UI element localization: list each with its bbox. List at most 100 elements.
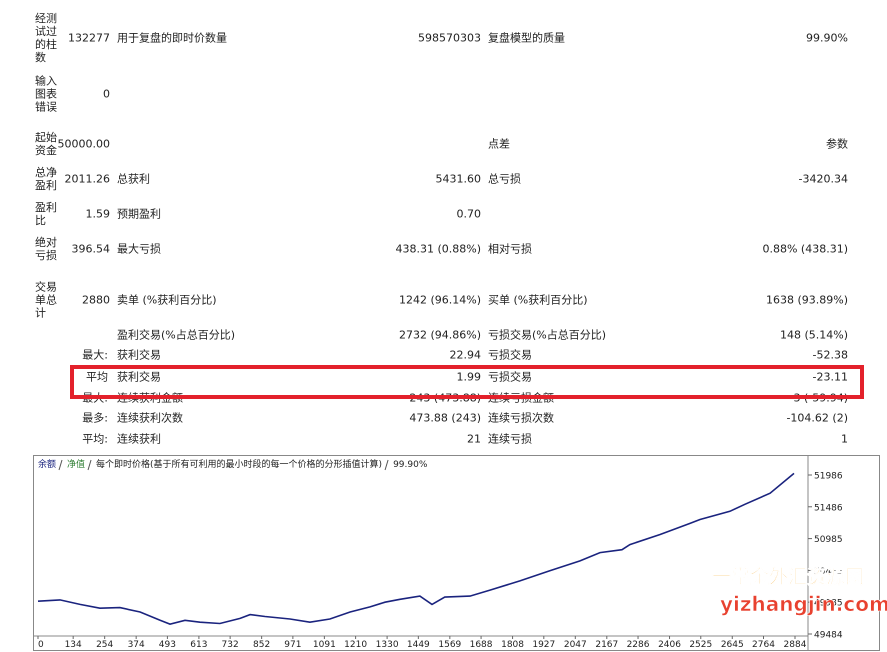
row-value: 132277 [68, 31, 110, 45]
row-label: 输入图表错误 [35, 74, 57, 114]
header-item: 99.90% [393, 460, 428, 470]
x-tick-label: 2884 [784, 640, 807, 650]
row-label: 经测试过的柱数 [35, 12, 57, 64]
field-label: 相对亏损 [488, 242, 532, 256]
balance-line [37, 472, 795, 625]
field-label: 盈利交易(%占总百分比) [117, 328, 236, 342]
row-value: 2880 [82, 293, 110, 307]
y-tick-label: 49985 [814, 599, 843, 609]
field-value: 21 [467, 432, 481, 446]
x-tick-label: 374 [128, 640, 145, 650]
field-value: 99.90% [806, 31, 848, 45]
row-label: 绝对亏损 [35, 236, 57, 262]
y-tick-label: 50485 [814, 567, 843, 577]
y-tick-label: 51986 [814, 472, 843, 482]
field-value: 2732 (94.86%) [398, 328, 481, 342]
x-tick-label: 852 [253, 640, 270, 650]
field-label: 获利交易 [117, 348, 161, 362]
field-label: 卖单 (%获利百分比) [117, 293, 217, 307]
field-value: -52.38 [812, 348, 848, 362]
x-tick-label: 2286 [627, 640, 650, 650]
field-value: 5431.60 [435, 172, 482, 186]
row-value: 0 [103, 87, 110, 101]
field-label: 亏损交易(%占总百分比) [488, 328, 607, 342]
field-label: 连续亏损次数 [488, 411, 554, 425]
y-tick-label: 50985 [814, 535, 843, 545]
field-label: 连续获利次数 [117, 411, 183, 425]
x-tick-label: 1688 [470, 640, 493, 650]
y-tick-label: 49484 [814, 631, 843, 641]
field-label: 亏损交易 [488, 370, 532, 384]
row-label: 总净盈利 [35, 166, 57, 192]
field-value: -3420.34 [798, 172, 848, 186]
header-item: 净值 [67, 458, 85, 470]
row-label: 交易单总计 [35, 280, 57, 320]
x-tick-label: 1927 [532, 640, 555, 650]
field-value: 0.88% (438.31) [762, 242, 848, 256]
field-value: 1242 (96.14%) [398, 293, 481, 307]
x-tick-label: 1330 [376, 640, 399, 650]
row-label: 盈利比 [35, 201, 57, 227]
field-value: 1.99 [456, 370, 482, 384]
row-label: 起始资金 [35, 131, 57, 157]
legend-entry: 余额 [38, 458, 56, 470]
highlight-box [70, 365, 864, 399]
x-tick-label: 971 [284, 640, 301, 650]
field-value: 1 [841, 432, 848, 446]
field-value: 0.70 [456, 207, 482, 221]
x-tick-label: 1569 [438, 640, 461, 650]
x-tick-label: 2764 [752, 640, 775, 650]
x-tick-label: 493 [159, 640, 176, 650]
x-tick-label: 2167 [595, 640, 618, 650]
x-tick-label: 1210 [344, 640, 367, 650]
field-label: 总获利 [117, 172, 150, 186]
field-label: 复盘模型的质量 [488, 31, 565, 45]
header-item: 每个即时价格(基于所有可利用的最小时段的每一个价格的分形插值计算) [96, 458, 382, 470]
x-tick-label: 2645 [721, 640, 744, 650]
field-value: 1638 (93.89%) [765, 293, 848, 307]
row-value: 2011.26 [64, 172, 111, 186]
field-label: 获利交易 [117, 370, 161, 384]
x-tick-label: 0 [38, 640, 44, 650]
row-label: 最大: [82, 348, 108, 362]
row-label: 平均 [86, 370, 108, 384]
x-tick-label: 2406 [658, 640, 681, 650]
chart-frame [33, 455, 880, 651]
row-label: 最多: [82, 411, 108, 425]
separator [87, 459, 92, 471]
field-label: 买单 (%获利百分比) [488, 293, 588, 307]
x-tick-label: 1449 [407, 640, 430, 650]
x-tick-label: 2525 [689, 640, 712, 650]
field-value: -104.62 (2) [786, 411, 848, 425]
field-label: 连续亏损 [488, 432, 532, 446]
x-tick-label: 254 [96, 640, 113, 650]
row-value: 396.54 [71, 242, 111, 256]
x-tick-label: 134 [65, 640, 82, 650]
x-tick-label: 732 [222, 640, 239, 650]
field-label: 总亏损 [488, 172, 521, 186]
x-tick-label: 2047 [564, 640, 587, 650]
row-value: 50000.00 [57, 137, 111, 151]
field-label: 预期盈利 [117, 207, 161, 221]
field-value: 438.31 (0.88%) [395, 242, 481, 256]
row-label: 平均: [82, 432, 108, 446]
field-value: 598570303 [418, 31, 481, 45]
field-value: 473.88 (243) [409, 411, 481, 425]
x-tick-label: 613 [190, 640, 207, 650]
field-label: 连续获利 [117, 432, 161, 446]
field-value: 22.94 [449, 348, 482, 362]
separator [384, 459, 389, 471]
x-tick-label: 1091 [313, 640, 336, 650]
field-label: 亏损交易 [488, 348, 532, 362]
y-tick-label: 51486 [814, 503, 843, 513]
field-label: 用于复盘的即时价数量 [117, 31, 227, 45]
x-tick-label: 1808 [501, 640, 524, 650]
field-value: 148 (5.14%) [779, 328, 848, 342]
field-label: 点差 [488, 137, 510, 151]
separator [58, 459, 63, 471]
field-value: 参数 [826, 137, 848, 151]
row-value: 1.59 [85, 207, 111, 221]
field-label: 最大亏损 [117, 242, 161, 256]
field-value: -23.11 [812, 370, 848, 384]
